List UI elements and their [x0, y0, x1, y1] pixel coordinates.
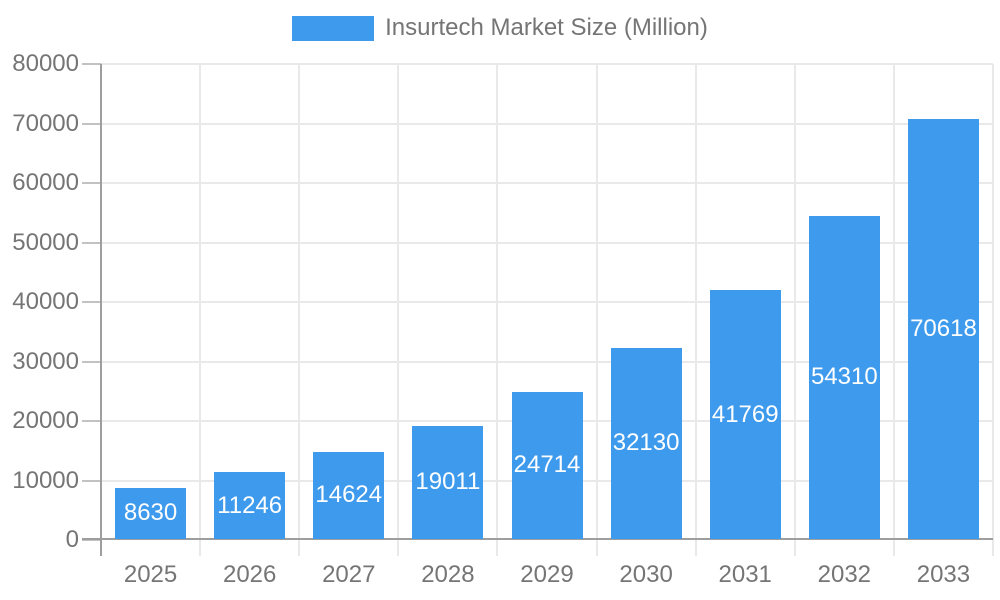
gridline-horizontal: [101, 360, 993, 363]
gridline-vertical: [992, 64, 994, 556]
gridline-vertical: [694, 64, 697, 556]
gridline-vertical: [496, 64, 499, 556]
gridline-vertical: [892, 64, 895, 556]
y-axis-label: 80000: [12, 50, 79, 77]
x-axis-label: 2027: [322, 561, 376, 588]
bar[interactable]: 41769: [709, 290, 781, 539]
x-axis-label: 2025: [123, 561, 178, 588]
legend-item[interactable]: Insurtech Market Size (Million): [292, 14, 708, 42]
bar-value-label: 24714: [513, 451, 581, 479]
y-axis-label: 60000: [12, 169, 79, 196]
x-axis-label: 2028: [421, 561, 475, 588]
gridline-vertical: [793, 64, 796, 556]
y-axis-tick: [82, 420, 101, 422]
x-axis-line: [82, 538, 993, 540]
bar[interactable]: 14624: [313, 451, 385, 539]
bar-value-label: 32130: [612, 429, 680, 457]
legend: Insurtech Market Size (Million): [0, 14, 1000, 42]
gridline-vertical: [595, 64, 598, 556]
gridline-vertical: [397, 64, 400, 556]
x-axis-label: 2026: [222, 561, 277, 588]
gridline-vertical: [199, 64, 202, 556]
x-axis-label: 2030: [619, 561, 673, 588]
x-axis-label: 2029: [520, 561, 574, 588]
bar-value-label: 8630: [123, 499, 178, 527]
y-axis-label: 40000: [12, 288, 79, 315]
gridline-vertical: [298, 64, 301, 556]
y-axis-line: [100, 64, 102, 556]
y-axis-tick: [82, 182, 101, 184]
y-axis-label: 50000: [12, 228, 79, 256]
bar[interactable]: 11246: [214, 472, 286, 539]
y-axis-label: 0: [65, 526, 79, 553]
bar[interactable]: 24714: [511, 391, 583, 539]
gridline-horizontal: [101, 241, 993, 244]
bar-value-label: 19011: [415, 468, 481, 496]
bar-value-label: 11246: [217, 491, 283, 519]
gridline-horizontal: [101, 301, 993, 303]
bar-value-label: 70618: [910, 314, 977, 342]
x-axis-label: 2031: [718, 561, 772, 588]
gridline-horizontal: [101, 182, 993, 184]
bar-value-label: 54310: [810, 363, 878, 391]
x-axis-label: 2033: [916, 561, 971, 588]
gridline-horizontal: [101, 63, 993, 65]
y-axis-tick: [82, 479, 101, 482]
y-axis-tick: [82, 301, 101, 303]
y-axis-tick: [82, 241, 101, 244]
y-axis-label: 20000: [12, 407, 79, 434]
bar[interactable]: 54310: [808, 215, 880, 539]
y-axis-label: 10000: [12, 466, 79, 494]
legend-label: Insurtech Market Size (Million): [385, 14, 708, 41]
bar[interactable]: 19011: [412, 425, 484, 539]
x-axis-label: 2032: [817, 561, 872, 588]
bar[interactable]: 70618: [907, 118, 979, 539]
bar[interactable]: 8630: [115, 487, 187, 539]
gridline-horizontal: [101, 122, 993, 125]
y-axis-tick: [82, 122, 101, 125]
y-axis-tick: [82, 360, 101, 363]
plot-area: 0 10000 20000 30000 40000 50000 60000 70000 8000…: [12, 51, 994, 588]
bar[interactable]: 32130: [610, 347, 682, 539]
bar-value-label: 14624: [315, 481, 383, 509]
bar-value-label: 41769: [711, 400, 779, 428]
legend-swatch-icon: [292, 15, 375, 41]
y-axis-tick: [82, 539, 101, 541]
y-axis-label: 70000: [12, 109, 79, 137]
y-axis-label: 30000: [12, 347, 79, 375]
y-axis-tick: [82, 63, 101, 65]
